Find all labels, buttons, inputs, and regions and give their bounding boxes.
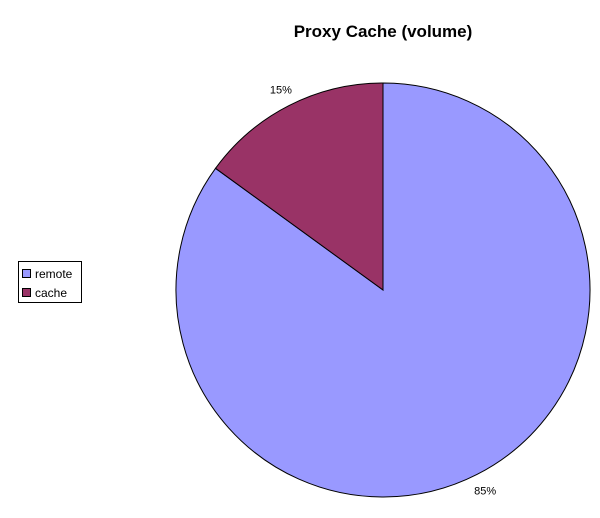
pie-data-labels: 85% 15% xyxy=(270,85,496,498)
legend-swatch-cache xyxy=(22,288,31,297)
chart-title: Proxy Cache (volume) xyxy=(293,22,473,41)
data-label-remote: 85% xyxy=(474,486,496,498)
legend-label-remote: remote xyxy=(35,266,73,281)
pie-slice-cache xyxy=(214,82,384,291)
legend-label-cache: cache xyxy=(35,285,68,300)
legend-item-remote: remote xyxy=(22,264,81,283)
legend-swatch-remote xyxy=(22,269,31,278)
legend-item-cache: cache xyxy=(22,283,81,302)
legend: remote cache xyxy=(18,261,82,303)
pie-slices xyxy=(175,82,591,498)
data-label-cache: 15% xyxy=(270,85,292,97)
